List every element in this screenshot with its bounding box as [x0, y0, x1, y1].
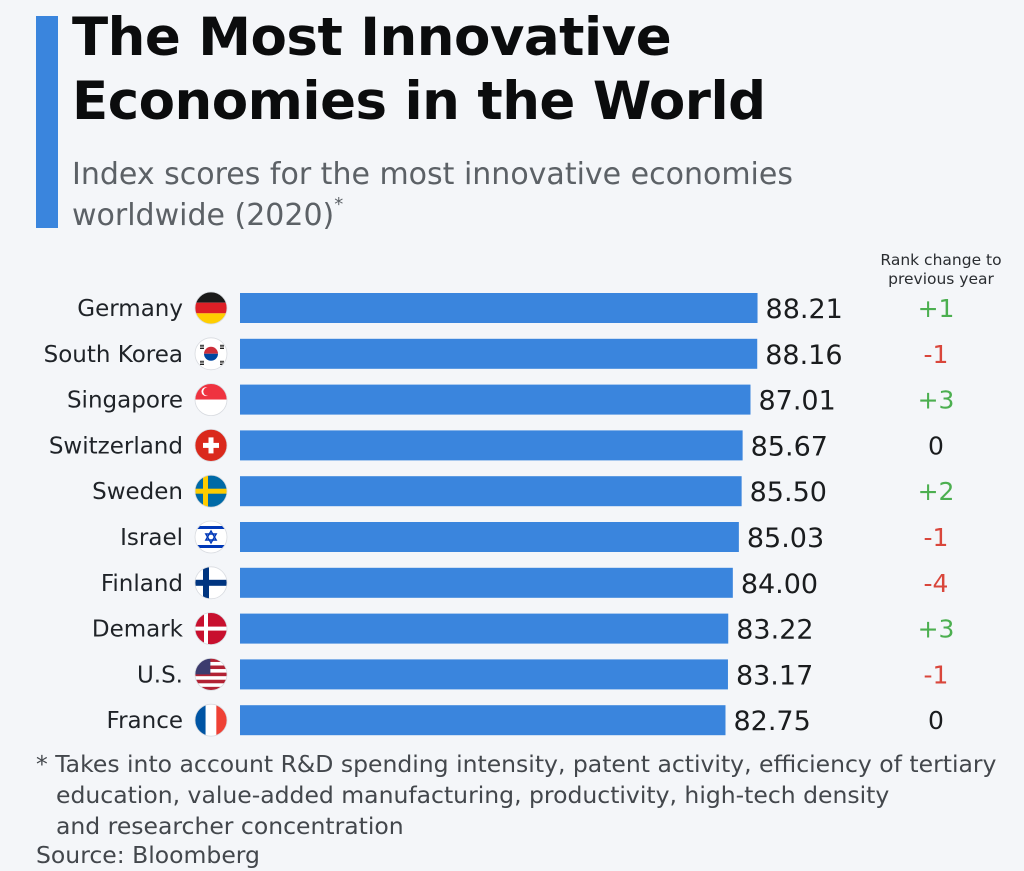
rank-header-line-1: Rank change to — [880, 251, 1002, 269]
country-label: Germany — [77, 296, 183, 322]
chart-subtitle: Index scores for the most innovative eco… — [72, 154, 832, 236]
rank-change-label: 0 — [928, 706, 944, 735]
switzerland-flag-icon — [194, 428, 228, 462]
country-label: South Korea — [44, 342, 183, 368]
value-label: 87.01 — [758, 386, 835, 417]
value-label: 88.16 — [765, 340, 842, 371]
bar — [240, 659, 728, 690]
value-label: 85.50 — [750, 477, 827, 508]
country-label: Demark — [92, 617, 184, 643]
denmark-flag-icon — [194, 612, 228, 645]
israel-flag-icon — [194, 520, 228, 554]
chart-title-line-2: Economies in the World — [72, 71, 766, 132]
bar — [240, 476, 742, 507]
bar — [240, 430, 743, 461]
footnote-line-1: * Takes into account R&D spending intens… — [36, 750, 997, 778]
singapore-flag-icon — [194, 383, 228, 417]
country-label: U.S. — [137, 662, 183, 688]
bar — [240, 522, 739, 552]
rank-header-line-2: previous year — [888, 270, 994, 288]
germany-flag-icon — [194, 291, 228, 325]
value-label: 82.75 — [733, 706, 810, 737]
rank-change-label: -4 — [924, 569, 949, 598]
chart-subtitle-footnote-mark: * — [334, 194, 344, 215]
sweden-flag-icon — [194, 474, 228, 508]
bar — [240, 613, 729, 644]
bar — [240, 293, 758, 323]
bar — [240, 384, 751, 415]
source-note: Source: Bloomberg — [36, 841, 260, 869]
value-label: 88.21 — [766, 294, 843, 325]
south-korea-flag-icon — [194, 337, 228, 371]
value-label: 85.03 — [747, 523, 824, 554]
country-label: Finland — [101, 571, 183, 597]
france-flag-icon — [194, 703, 228, 737]
rank-change-label: +1 — [918, 294, 955, 323]
country-label: Israel — [120, 525, 183, 551]
bar — [240, 705, 726, 736]
value-label: 83.17 — [736, 660, 813, 691]
country-label: Singapore — [67, 388, 183, 414]
value-label: 83.22 — [736, 615, 813, 646]
rank-change-label: +2 — [918, 477, 955, 506]
chart-title: The Most Innovative Economies in the Wor… — [72, 6, 972, 134]
footnote-line-3: and researcher concentration — [56, 812, 404, 840]
title-accent-bar — [36, 16, 58, 228]
rank-change-label: +3 — [918, 386, 955, 415]
country-label: Switzerland — [49, 433, 183, 459]
chart-title-line-1: The Most Innovative — [72, 7, 672, 68]
rank-change-label: -1 — [924, 340, 949, 369]
rank-change-label: 0 — [928, 431, 944, 460]
bar — [240, 567, 733, 598]
country-label: Sweden — [92, 479, 183, 505]
rank-change-label: -1 — [924, 660, 949, 689]
footnote: * Takes into account R&D spending intens… — [36, 749, 1011, 842]
us-flag-icon — [194, 658, 228, 691]
chart-subtitle-text: Index scores for the most innovative eco… — [72, 157, 793, 233]
value-label: 84.00 — [741, 569, 818, 600]
rank-change-label: +3 — [918, 615, 955, 644]
value-label: 85.67 — [751, 431, 828, 462]
rank-change-column-header: Rank change to previous year — [866, 251, 1016, 289]
footnote-line-2: education, value-added manufacturing, pr… — [56, 781, 890, 809]
bar — [240, 338, 758, 369]
country-label: France — [107, 708, 183, 734]
rank-change-label: -1 — [924, 523, 949, 552]
finland-flag-icon — [194, 566, 228, 600]
